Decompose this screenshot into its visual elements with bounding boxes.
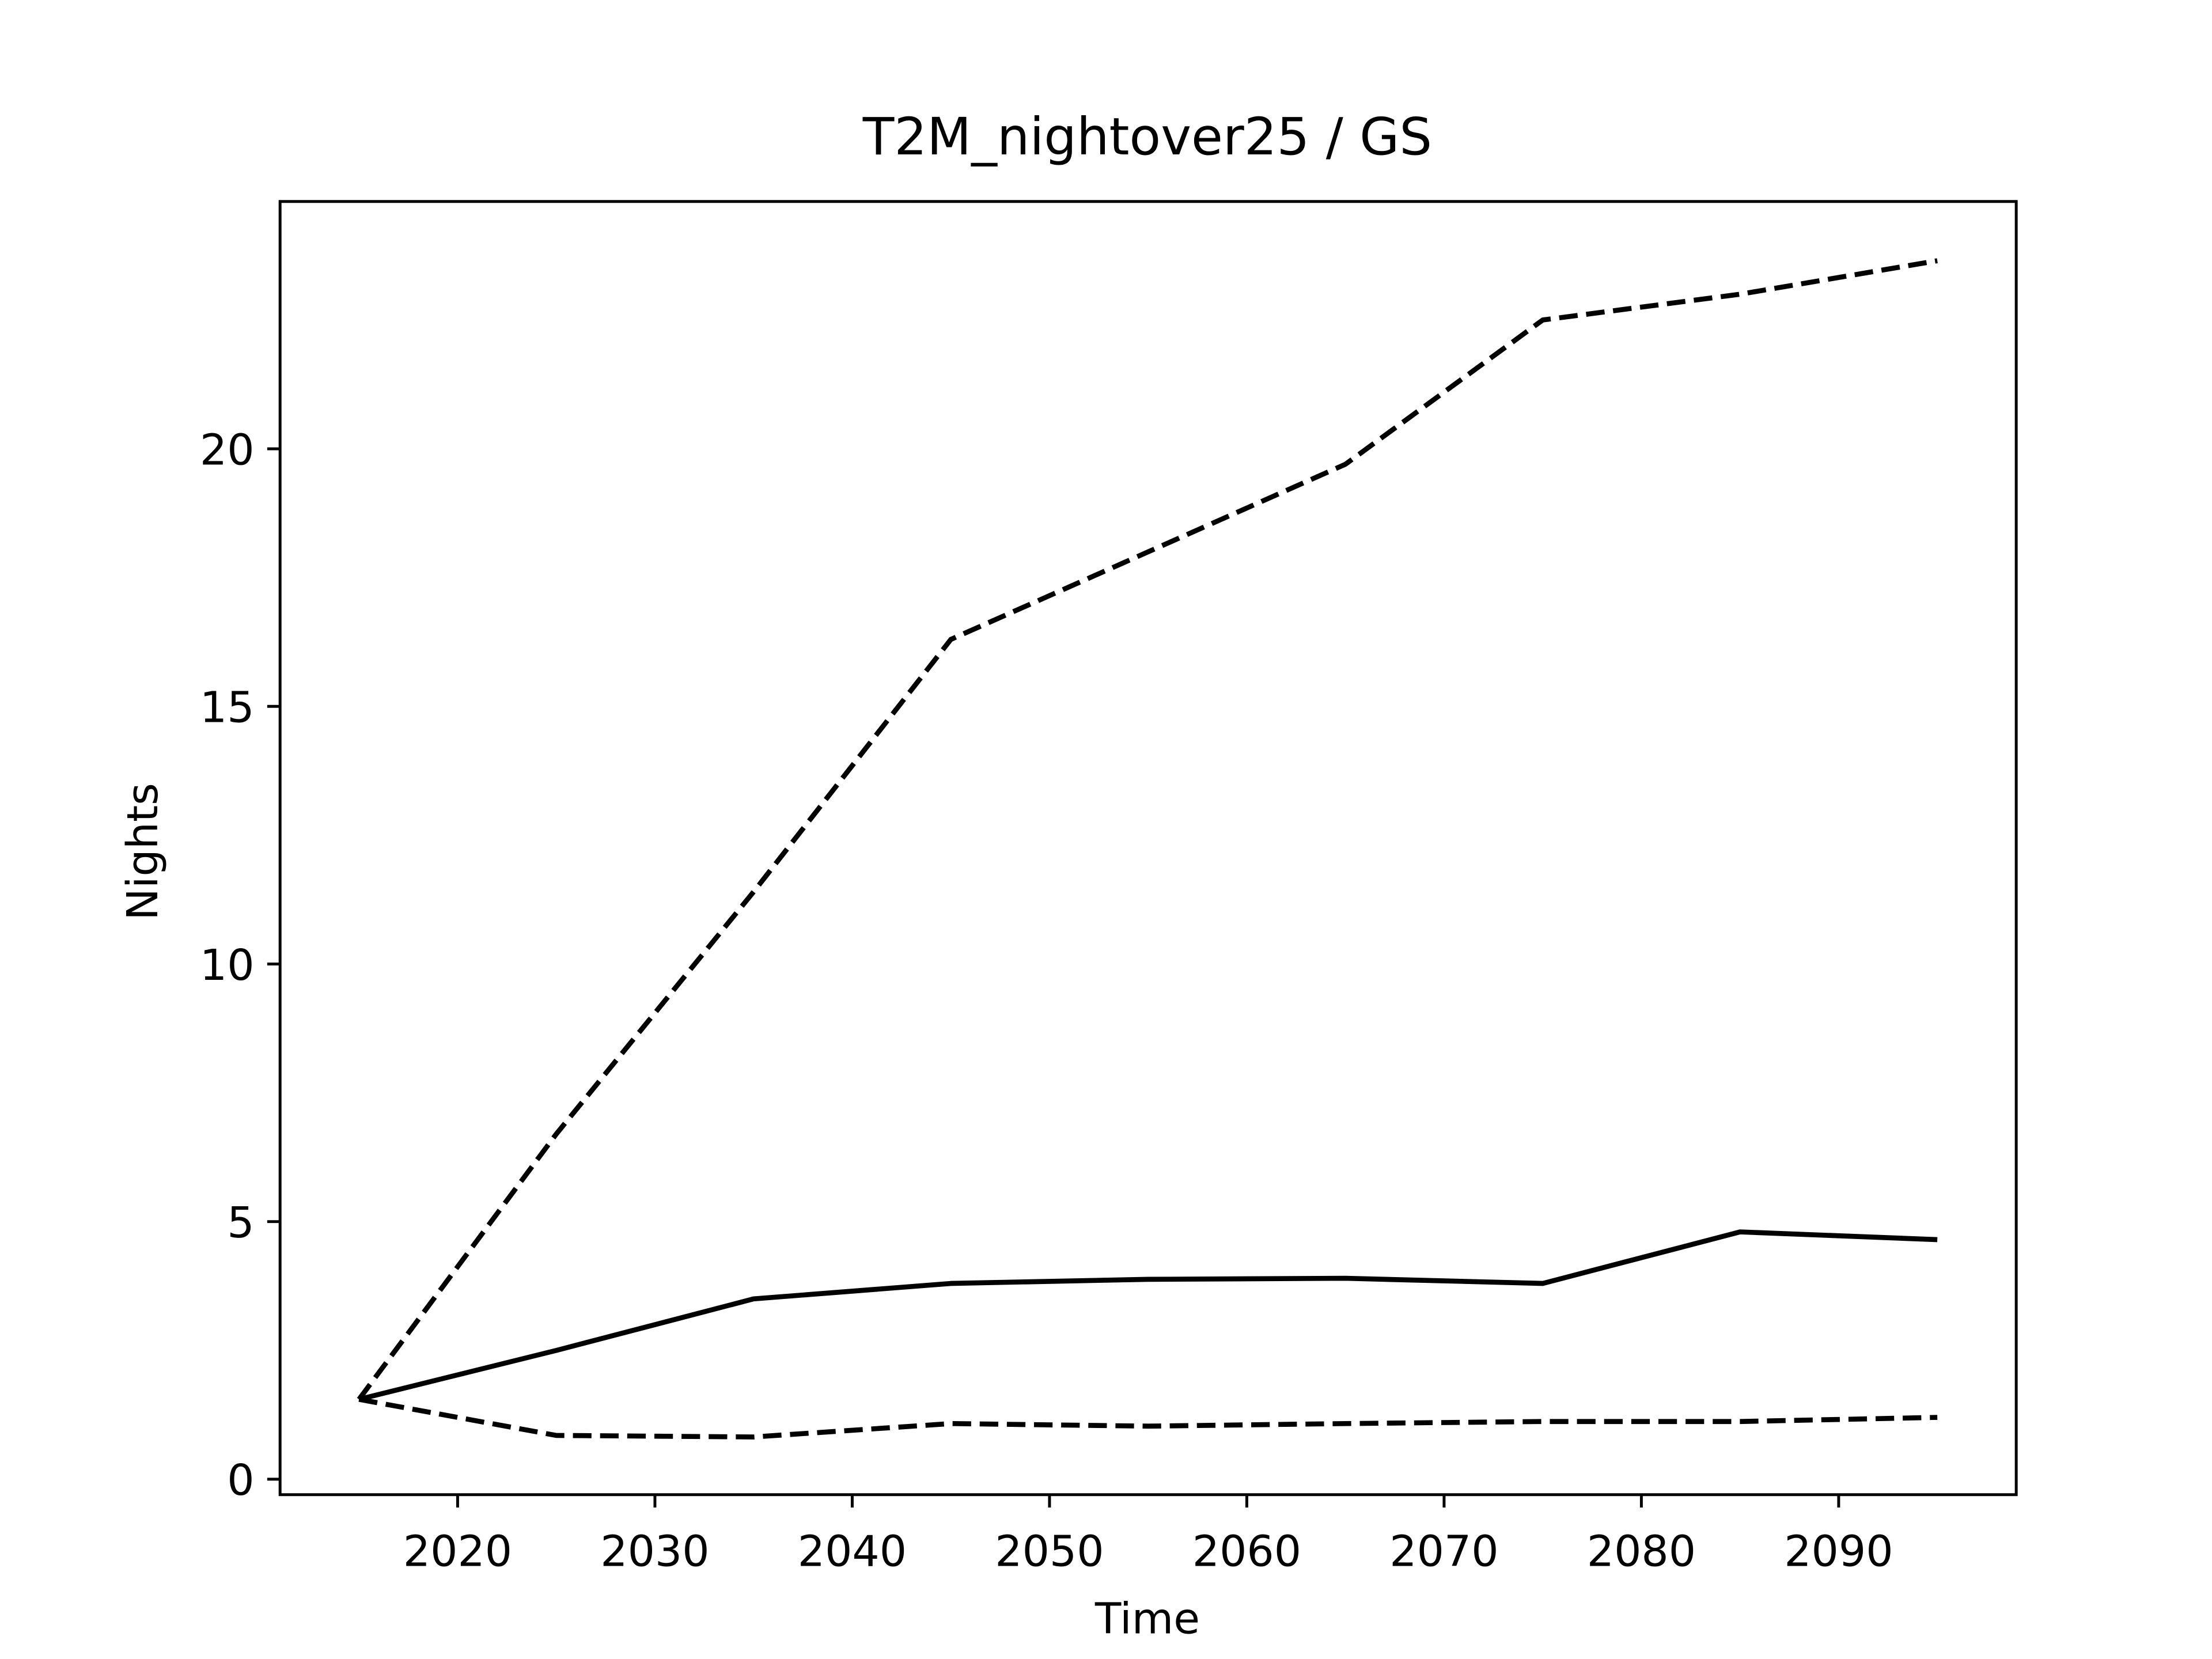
- y-tick-label: 0: [227, 1455, 254, 1505]
- y-tick-label: 10: [200, 940, 255, 990]
- y-tick-label: 5: [227, 1198, 254, 1248]
- x-tick-label: 2070: [1389, 1527, 1498, 1577]
- x-tick-label: 2090: [1784, 1527, 1893, 1577]
- x-tick-label: 2030: [600, 1527, 709, 1577]
- x-tick-label: 2060: [1192, 1527, 1301, 1577]
- x-axis-label: Time: [1094, 1593, 1200, 1643]
- x-tick-label: 2040: [798, 1527, 907, 1577]
- x-tick-label: 2020: [403, 1527, 512, 1577]
- x-tick-label: 2050: [995, 1527, 1104, 1577]
- x-tick-label: 2080: [1587, 1527, 1696, 1577]
- data-line: [358, 1229, 1938, 1402]
- y-tick-label: 20: [200, 425, 255, 475]
- plot-frame: [278, 200, 2018, 1497]
- data-line: [358, 1396, 1938, 1440]
- data-line: [357, 258, 1938, 1401]
- chart-title: T2M_nightover25 / GS: [862, 107, 1432, 167]
- y-tick-label: 15: [200, 683, 255, 733]
- y-axis-label: Nights: [118, 783, 168, 921]
